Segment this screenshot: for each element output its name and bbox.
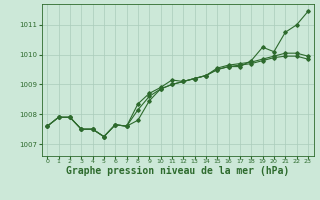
X-axis label: Graphe pression niveau de la mer (hPa): Graphe pression niveau de la mer (hPa) xyxy=(66,166,289,176)
